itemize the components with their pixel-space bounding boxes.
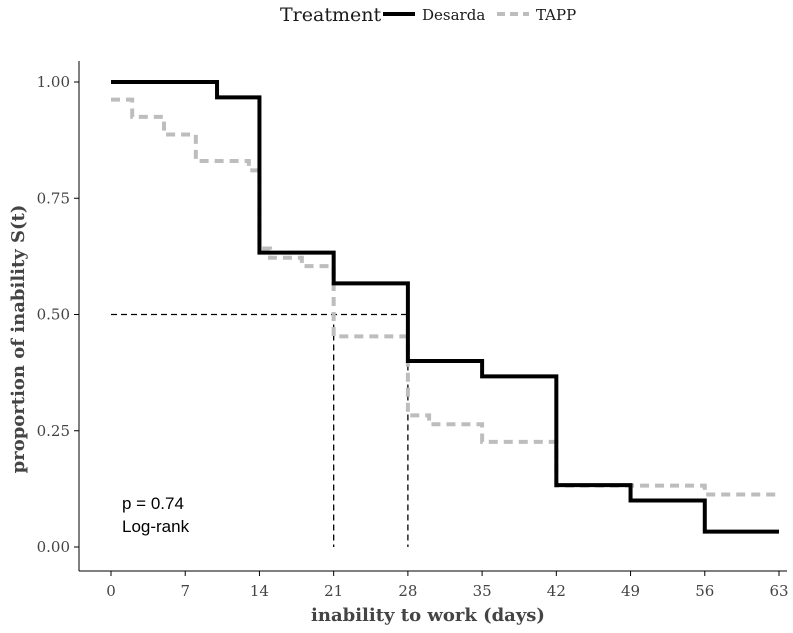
x-axis-ticks: 0 7 14 21 28 35 42 49 56 63	[106, 571, 789, 600]
series-line-tapp	[111, 97, 779, 497]
x-tick-label: 7	[180, 582, 190, 600]
survival-curves	[111, 80, 779, 534]
y-tick-label: 0.75	[37, 189, 70, 207]
x-axis-title: inability to work (days)	[311, 605, 545, 626]
x-tick-label: 42	[547, 582, 566, 600]
y-tick-label: 0.50	[37, 306, 70, 324]
p-value-label: p = 0.74	[122, 494, 184, 513]
x-tick-label: 14	[250, 582, 269, 600]
x-tick-label: 49	[621, 582, 640, 600]
x-tick-label: 35	[473, 582, 492, 600]
legend: Treatment Desarda TAPP	[280, 4, 576, 26]
x-tick-label: 56	[695, 582, 714, 600]
x-tick-label: 0	[106, 582, 116, 600]
y-tick-label: 0.00	[37, 538, 70, 556]
test-name-label: Log-rank	[122, 517, 190, 536]
series-line-desarda	[111, 80, 779, 534]
legend-label-tapp: TAPP	[536, 6, 576, 24]
legend-title: Treatment	[280, 4, 381, 26]
y-axis-ticks: 0.00 0.25 0.50 0.75 1.00	[37, 73, 79, 556]
y-tick-label: 1.00	[37, 73, 70, 91]
logrank-annotation: p = 0.74 Log-rank	[122, 494, 190, 536]
legend-label-desarda: Desarda	[422, 6, 485, 24]
y-tick-label: 0.25	[37, 422, 70, 440]
y-axis-title: proportion of inability S(t)	[8, 205, 29, 474]
median-reference-lines	[111, 313, 409, 547]
x-tick-label: 63	[769, 582, 788, 600]
x-tick-label: 21	[324, 582, 343, 600]
x-tick-label: 28	[398, 582, 417, 600]
